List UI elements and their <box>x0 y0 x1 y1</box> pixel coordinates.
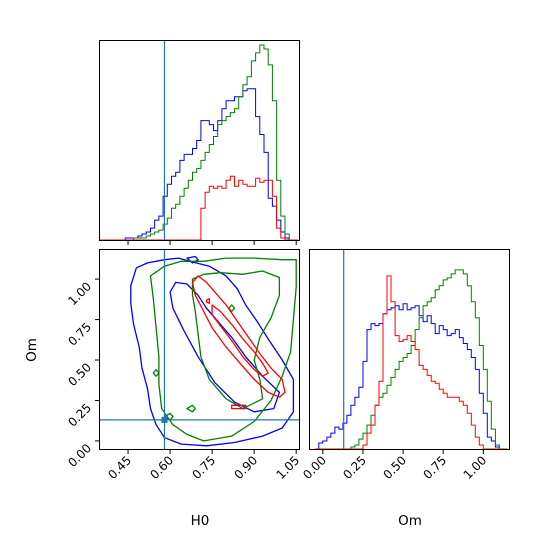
contour-blue <box>130 257 295 447</box>
om-hist-red-series <box>314 275 508 450</box>
contour-red <box>211 304 269 377</box>
h0-histogram-panel <box>99 40 300 245</box>
contour-green <box>152 369 160 377</box>
contour-green <box>228 304 236 313</box>
h0-histogram-frame <box>99 40 300 241</box>
h0-hist-blue-series <box>100 88 298 241</box>
om-histogram-frame <box>309 249 510 450</box>
om-hist-blue-series <box>314 303 508 450</box>
om-hist-green-series <box>314 269 508 450</box>
contour-red <box>205 297 210 305</box>
contour-green <box>191 270 281 410</box>
contour-green <box>186 404 196 413</box>
contour-blue <box>169 281 281 413</box>
h0-om-contour-frame <box>99 249 300 450</box>
contour-red <box>231 404 247 410</box>
x-axis-label-om: Om <box>398 513 422 529</box>
x-axis-label-h0: H0 <box>191 513 210 529</box>
contour-red <box>191 275 286 398</box>
contour-green <box>149 257 297 442</box>
h0-hist-green-series <box>100 44 298 241</box>
contour-green <box>163 412 174 421</box>
y-axis-label-om: Om <box>24 338 40 362</box>
truth-marker <box>161 416 168 423</box>
